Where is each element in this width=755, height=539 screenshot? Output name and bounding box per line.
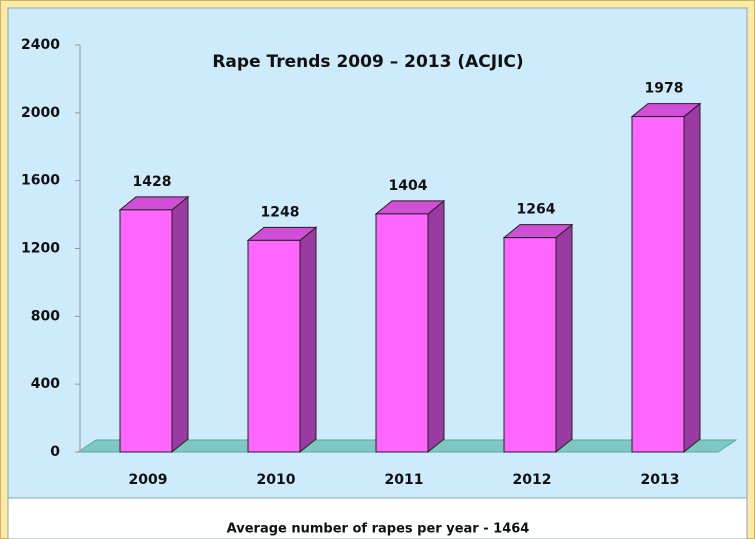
note-panel bbox=[7, 497, 748, 539]
value-label: 1404 bbox=[389, 178, 428, 194]
y-tick-label: 800 bbox=[31, 308, 60, 324]
bar bbox=[631, 116, 685, 453]
y-tick-label: 2000 bbox=[21, 105, 60, 121]
y-tick-label: 0 bbox=[50, 444, 60, 460]
bar-side bbox=[299, 226, 317, 454]
note: Average number of rapes per year - 1464 bbox=[227, 522, 530, 537]
y-tick-label: 2400 bbox=[21, 37, 60, 53]
value-label: 1978 bbox=[645, 81, 684, 97]
x-tick-label: 2009 bbox=[129, 472, 168, 488]
bar-side bbox=[555, 223, 573, 454]
y-tick-label: 400 bbox=[31, 376, 60, 392]
value-label: 1264 bbox=[517, 202, 556, 218]
value-label: 1428 bbox=[133, 174, 172, 190]
bar bbox=[247, 239, 301, 453]
bar-side bbox=[427, 199, 445, 454]
bar-side bbox=[171, 195, 189, 454]
x-tick-label: 2013 bbox=[641, 472, 680, 488]
bar bbox=[375, 213, 429, 453]
bar bbox=[503, 237, 557, 453]
value-label: 1248 bbox=[261, 204, 300, 220]
x-tick-label: 2012 bbox=[513, 472, 552, 488]
chart-title: Rape Trends 2009 – 2013 (ACJIC) bbox=[212, 52, 523, 72]
bar-side bbox=[683, 102, 701, 454]
bar bbox=[119, 209, 173, 453]
x-tick-label: 2011 bbox=[385, 472, 424, 488]
y-tick-label: 1600 bbox=[21, 173, 60, 189]
x-tick-label: 2010 bbox=[257, 472, 296, 488]
y-tick-label: 1200 bbox=[21, 241, 60, 257]
